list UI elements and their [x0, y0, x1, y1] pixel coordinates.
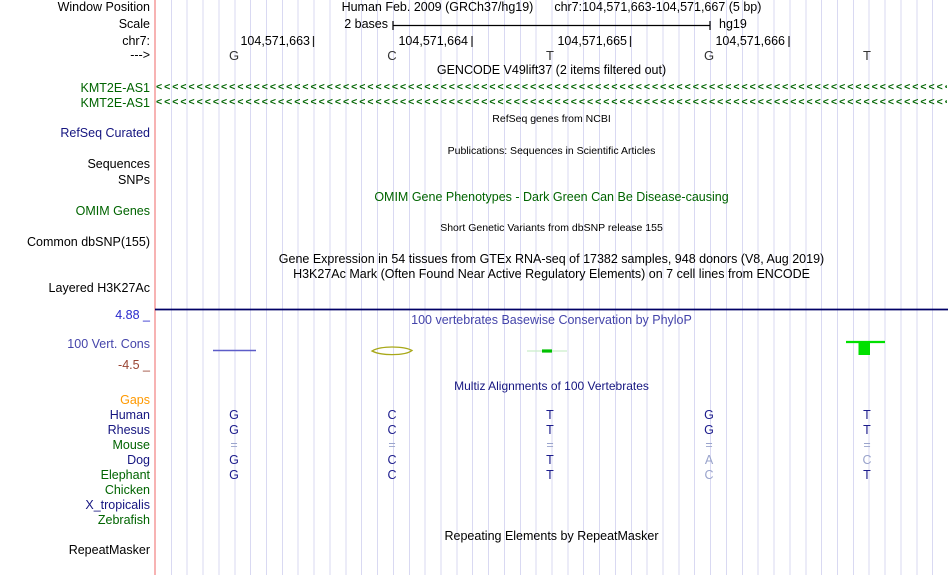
- multiz-aligned-base: G: [704, 408, 714, 422]
- multiz-track-title[interactable]: Multiz Alignments of 100 Vertebrates: [454, 379, 649, 393]
- multiz-aligned-base: =: [863, 438, 871, 452]
- coordinate-ticks: [312, 36, 790, 47]
- coordinate-label: 104,571,664: [398, 34, 468, 48]
- reference-base: G: [703, 48, 715, 63]
- multiz-aligned-base: G: [229, 423, 239, 437]
- h3k27ac-track-title[interactable]: H3K27Ac Mark (Often Found Near Active Re…: [293, 267, 810, 281]
- conservation-max-value: 4.88 _: [115, 308, 150, 322]
- multiz-aligned-base: T: [546, 453, 554, 467]
- coordinate-label: 104,571,663: [240, 34, 310, 48]
- multiz-aligned-base: C: [862, 453, 872, 467]
- coordinate-label: 104,571,666: [715, 34, 785, 48]
- assembly-name: Human Feb. 2009 (GRCh37/hg19): [341, 0, 534, 14]
- genome-abbrev: hg19: [719, 17, 747, 31]
- multiz-aligned-base: C: [387, 453, 397, 467]
- multiz-aligned-base: G: [229, 408, 239, 422]
- multiz-species-label-mouse[interactable]: Mouse: [112, 438, 150, 452]
- common-dbsnp-label[interactable]: Common dbSNP(155): [27, 235, 150, 249]
- gene-item-kmt2e-as1[interactable]: <<<<<<<<<<<<<<<<<<<<<<<<<<<<<<<<<<<<<<<<…: [156, 81, 947, 93]
- multiz-aligned-base: T: [546, 468, 554, 482]
- conservation-label[interactable]: 100 Vert. Cons: [67, 337, 150, 351]
- multiz-species-label-x_tropicalis[interactable]: X_tropicalis: [85, 498, 150, 512]
- multiz-aligned-base: C: [387, 468, 397, 482]
- repeatmasker-track-title[interactable]: Repeating Elements by RepeatMasker: [444, 529, 659, 543]
- multiz-species-label-zebrafish[interactable]: Zebrafish: [97, 513, 150, 527]
- gene-item-kmt2e-as1[interactable]: <<<<<<<<<<<<<<<<<<<<<<<<<<<<<<<<<<<<<<<<…: [156, 96, 947, 108]
- multiz-species-label-elephant[interactable]: Elephant: [100, 468, 150, 482]
- position-range: chr7:104,571,663-104,571,667 (5 bp): [554, 0, 762, 14]
- multiz-aligned-base: =: [705, 438, 713, 452]
- omim-genes-label[interactable]: OMIM Genes: [75, 204, 150, 218]
- conservation-min-value: -4.5 _: [118, 358, 150, 372]
- multiz-aligned-base: C: [387, 408, 397, 422]
- multiz-aligned-base: =: [388, 438, 396, 452]
- reference-base: G: [228, 48, 240, 63]
- reference-base: T: [546, 48, 554, 63]
- strand-direction-label: --->: [130, 48, 150, 62]
- multiz-aligned-base: C: [704, 468, 714, 482]
- gencode-track-title[interactable]: GENCODE V49lift37 (2 items filtered out): [436, 63, 667, 77]
- multiz-aligned-base: =: [546, 438, 554, 452]
- selection-marker-line: [154, 0, 156, 575]
- coordinate-label: 104,571,665: [557, 34, 627, 48]
- base-position-gridlines: [155, 0, 948, 575]
- publications-track-title[interactable]: Publications: Sequences in Scientific Ar…: [447, 145, 656, 157]
- multiz-aligned-base: G: [229, 468, 239, 482]
- multiz-aligned-base: T: [863, 468, 871, 482]
- omim-track-title[interactable]: OMIM Gene Phenotypes - Dark Green Can Be…: [374, 190, 729, 204]
- multiz-aligned-base: C: [387, 423, 397, 437]
- phylop-mark-base2[interactable]: [370, 346, 414, 356]
- multiz-aligned-base: T: [546, 423, 554, 437]
- multiz-species-label-human[interactable]: Human: [109, 408, 150, 422]
- phylop-mark-base5-box[interactable]: [858, 342, 871, 355]
- multiz-species-label-chicken[interactable]: Chicken: [104, 483, 150, 497]
- dbsnp-track-title[interactable]: Short Genetic Variants from dbSNP releas…: [440, 222, 663, 234]
- multiz-species-label-dog[interactable]: Dog: [127, 453, 150, 467]
- gene-label-kmt2e-as1[interactable]: KMT2E-AS1: [80, 81, 150, 95]
- multiz-aligned-base: G: [229, 453, 239, 467]
- multiz-aligned-base: T: [546, 408, 554, 422]
- scale-label: Scale: [118, 17, 150, 31]
- scale-value: 2 bases: [344, 17, 388, 31]
- reference-base: T: [863, 48, 871, 63]
- multiz-aligned-base: G: [704, 423, 714, 437]
- refseq-curated-label[interactable]: RefSeq Curated: [60, 126, 150, 140]
- gene-label-kmt2e-as1[interactable]: KMT2E-AS1: [80, 96, 150, 110]
- layered-h3k27ac-label[interactable]: Layered H3K27Ac: [48, 281, 150, 295]
- multiz-species-label-rhesus[interactable]: Rhesus: [107, 423, 150, 437]
- scale-bar: [392, 21, 711, 30]
- refseq-track-title[interactable]: RefSeq genes from NCBI: [492, 113, 611, 125]
- multiz-species-label-gaps[interactable]: Gaps: [120, 393, 150, 407]
- sequences-label[interactable]: Sequences: [87, 157, 150, 171]
- conservation-track-title[interactable]: 100 vertebrates Basewise Conservation by…: [411, 313, 692, 327]
- window-position-label: Window Position: [57, 0, 150, 14]
- multiz-aligned-base: T: [863, 408, 871, 422]
- snps-label[interactable]: SNPs: [118, 173, 150, 187]
- multiz-aligned-base: =: [230, 438, 238, 452]
- multiz-aligned-base: A: [704, 453, 714, 467]
- reference-base: C: [387, 48, 397, 63]
- chrom-label: chr7:: [122, 34, 150, 48]
- repeatmasker-label[interactable]: RepeatMasker: [68, 543, 150, 557]
- multiz-aligned-base: T: [863, 423, 871, 437]
- assembly-position-header: Human Feb. 2009 (GRCh37/hg19) chr7:104,5…: [155, 1, 948, 14]
- gtex-track-title[interactable]: Gene Expression in 54 tissues from GTEx …: [278, 252, 825, 266]
